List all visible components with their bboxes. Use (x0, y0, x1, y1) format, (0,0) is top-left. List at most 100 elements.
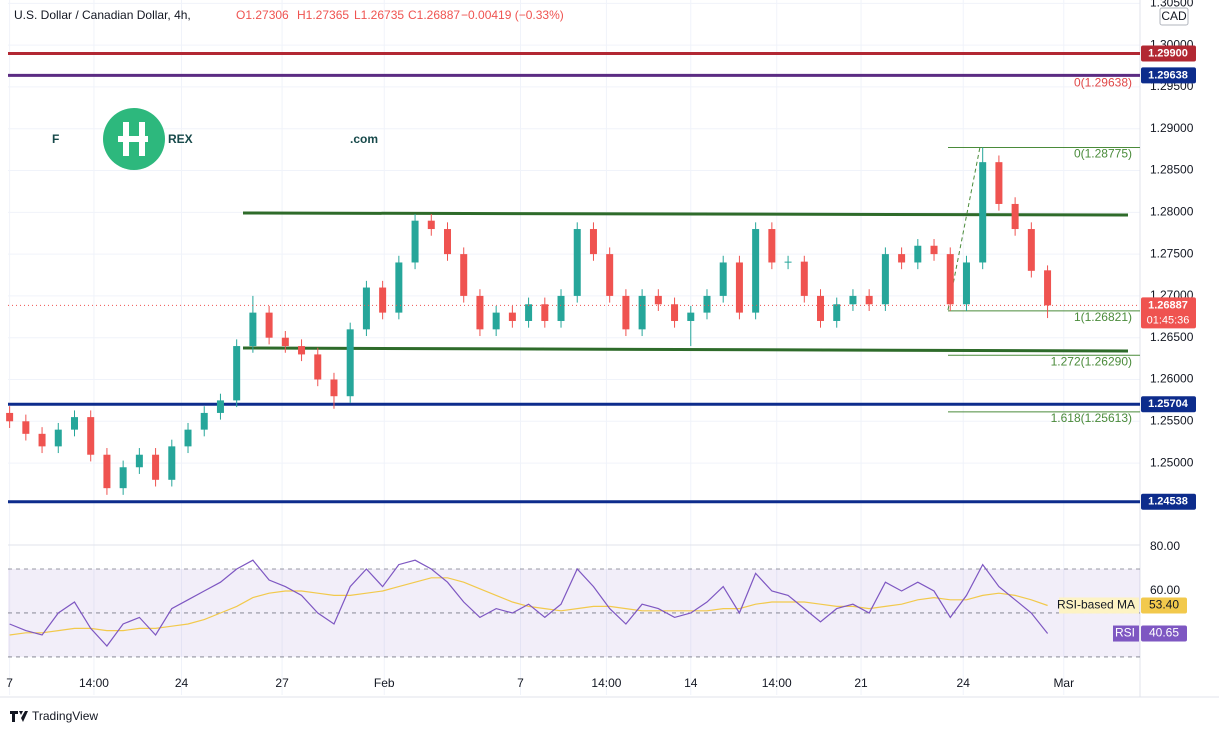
ohlc-value: −0.00419 (−0.33%) (461, 8, 564, 22)
candle-body (735, 262, 743, 313)
candle-body (833, 304, 841, 321)
y-tick-label: 1.26500 (1150, 330, 1194, 344)
candle-body (460, 254, 468, 296)
candle-body (606, 254, 614, 296)
candle-body (817, 295, 825, 321)
currency: CAD (1161, 9, 1187, 23)
candle-body (54, 429, 62, 447)
candle-body (87, 417, 95, 455)
candle-body (1044, 270, 1052, 306)
logo-o-mark (118, 122, 148, 156)
logo-text: REX (168, 132, 193, 146)
level-label: 1.29900 (1148, 47, 1188, 59)
candle-body (1011, 203, 1019, 230)
level-label: 1.24538 (1148, 496, 1188, 508)
candle-body (914, 245, 922, 263)
candle-body (265, 312, 273, 338)
candle-body (1027, 229, 1035, 271)
candle-body (233, 346, 241, 401)
candle-body (346, 329, 354, 397)
candle-body (784, 261, 792, 263)
candle-body (152, 454, 160, 480)
x-tick-label: 27 (275, 676, 289, 690)
trend-line (242, 346, 1129, 353)
candle-body (979, 162, 987, 263)
series-name-tag (1113, 625, 1139, 642)
candle-body (411, 220, 419, 263)
y-tick-label: 1.27500 (1150, 246, 1194, 260)
x-tick-label: 14:00 (762, 676, 792, 690)
rsi-line (9, 559, 1049, 647)
candle-body (379, 287, 387, 313)
currency-box[interactable] (1159, 7, 1189, 26)
y-tick-label: 1.25500 (1150, 413, 1194, 427)
logo-text: F (52, 132, 59, 146)
logo-suffix: .com (350, 132, 378, 146)
series-name-tag (1059, 597, 1139, 614)
tv-icon (10, 711, 28, 722)
series-value-tag (1141, 597, 1187, 614)
price-axis (1140, 0, 1219, 697)
y-tick-label: 1.28000 (1150, 204, 1194, 218)
candle-body (800, 261, 808, 296)
y-tick-label: 1.30500 (1150, 0, 1194, 10)
fib-label: 0(1.29638) (1074, 76, 1132, 90)
candle-body (962, 262, 970, 305)
level-tag (1141, 493, 1196, 510)
candle-body (395, 262, 403, 313)
x-tick-label: 14:00 (591, 676, 621, 690)
series-value: 40.65 (1149, 626, 1179, 640)
fib-label: 0(1.28775) (1074, 147, 1132, 161)
series-value-tag (1141, 625, 1187, 642)
candle-body (444, 229, 452, 255)
candle-body (849, 295, 857, 305)
candle-body (184, 429, 192, 447)
series-name: RSI (1115, 626, 1135, 640)
fib-label: 1.272(1.26290) (1051, 354, 1132, 368)
candle-body (6, 412, 14, 422)
x-tick-label: 24 (957, 676, 971, 690)
candle-body (654, 295, 662, 305)
y-tick-label: 1.29000 (1150, 121, 1194, 135)
x-tick-label: Feb (374, 676, 395, 690)
tradingview-logo: TradingView (10, 709, 98, 723)
candle-body (135, 454, 143, 468)
candle-body (281, 337, 289, 347)
last-price-label: 1.26887 (1148, 299, 1188, 311)
last-price-tag (1141, 297, 1196, 329)
fib-label: 1(1.26821) (1074, 310, 1132, 324)
level-label: 1.29638 (1148, 69, 1188, 81)
y-tick-label: 1.25000 (1150, 455, 1194, 469)
candle-body (995, 162, 1003, 204)
rsi-band (8, 568, 1140, 657)
x-tick-label: 14 (684, 676, 698, 690)
candle-body (541, 304, 549, 321)
x-tick-label: 24 (175, 676, 189, 690)
level-tag (1141, 45, 1196, 62)
ohlc-value: C1.26887 (408, 8, 460, 22)
ohlc-value: L1.26735 (354, 8, 404, 22)
candle-body (362, 287, 370, 330)
x-tick-label: 7 (6, 676, 13, 690)
footer: TradingView (32, 709, 98, 723)
candle-body (573, 229, 581, 296)
candle-body (427, 220, 435, 230)
candle-body (881, 254, 889, 305)
candle-body (703, 295, 711, 313)
series-name: RSI-based MA (1057, 598, 1135, 612)
symbol-title: U.S. Dollar / Canadian Dollar, 4h, (14, 8, 191, 22)
rsi-tick-label: 60.00 (1150, 583, 1180, 597)
candle-body (865, 295, 873, 305)
series-value: 53.40 (1149, 598, 1179, 612)
candle-body (330, 379, 338, 397)
countdown: 01:45:36 (1147, 314, 1190, 326)
candle-body (930, 245, 938, 255)
candle-body (589, 229, 597, 255)
candle-body (476, 295, 484, 330)
rsi-tick-label: 80.00 (1150, 539, 1180, 553)
candle-body (638, 295, 646, 330)
candle-body (103, 454, 111, 489)
ohlc-value: O1.27306 (236, 8, 289, 22)
candle-body (752, 229, 760, 313)
y-tick-label: 1.28500 (1150, 163, 1194, 177)
